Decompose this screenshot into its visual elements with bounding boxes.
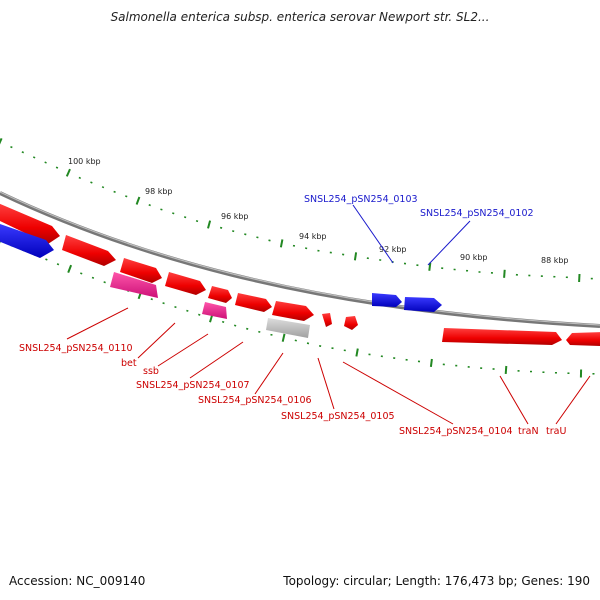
tick-label-100-kbp: 100 kbp (68, 157, 101, 166)
mobile-element-arrow[interactable] (110, 272, 158, 298)
gene-label-snsl254-psn254-0110[interactable]: SNSL254_pSN254_0110 (19, 343, 133, 354)
other-features (110, 272, 310, 338)
label-connector (342, 361, 454, 425)
pseudo-gene-arrow[interactable] (266, 318, 310, 338)
gene-label-ssb[interactable]: ssb (143, 366, 159, 377)
label-connector (254, 352, 284, 395)
ring-tick (78, 176, 82, 179)
label-connector (499, 375, 529, 425)
ring-tick (279, 239, 284, 248)
ring-tick (233, 324, 237, 327)
ring-tick (429, 358, 433, 368)
gene-label-snsl254-psn254-0102[interactable]: SNSL254_pSN254_0102 (420, 208, 534, 219)
gene-arrow-red[interactable] (235, 293, 272, 312)
ring-tick (91, 276, 95, 279)
topology-summary: Topology: circular; Length: 176,473 bp; … (282, 574, 590, 588)
gene-arrow-red[interactable] (442, 328, 562, 345)
ring-tick (90, 181, 93, 184)
gene-label-snsl254-psn254-0106[interactable]: SNSL254_pSN254_0106 (198, 395, 312, 406)
gene-arrow-blue[interactable] (404, 297, 442, 312)
gene-arrow-red[interactable] (272, 301, 314, 321)
gene-arrow-red[interactable] (566, 332, 600, 346)
ring-tick (32, 156, 36, 159)
gene-arrow-red[interactable] (322, 313, 332, 327)
label-connector (157, 333, 209, 367)
ring-tick (186, 309, 189, 312)
ring-tick (45, 258, 48, 261)
ring-tick (113, 190, 116, 193)
ring-tick (56, 263, 60, 266)
label-connector (137, 322, 176, 359)
ring-tick (101, 186, 105, 189)
ring-tick (125, 195, 128, 198)
ring-tick (172, 212, 175, 215)
label-connector (66, 307, 129, 340)
ring-tick (65, 168, 71, 177)
ring-tick (148, 204, 151, 207)
ring-tick (353, 252, 358, 261)
tick-label-90-kbp: 90 kbp (460, 253, 488, 262)
reverse-strand-genes (0, 224, 442, 312)
ring-tick (0, 137, 3, 145)
tick-label-96-kbp: 96 kbp (221, 212, 249, 221)
ring-tick (44, 161, 47, 164)
gene-arrow-red[interactable] (344, 316, 358, 330)
ring-tick (504, 365, 508, 374)
gene-label-snsl254-psn254-0104[interactable]: SNSL254_pSN254_0104 (399, 426, 513, 437)
tick-label-98-kbp: 98 kbp (145, 187, 173, 196)
label-connector (427, 220, 471, 266)
gene-arrow-red[interactable] (165, 272, 206, 295)
gene-label-bet[interactable]: bet (121, 358, 137, 369)
gene-label-tran[interactable]: traN (518, 426, 539, 437)
ring-tick (503, 269, 506, 278)
ring-tick (428, 262, 432, 271)
tick-label-92-kbp: 92 kbp (379, 245, 407, 254)
label-connector (189, 341, 244, 379)
accession-text: Accession: NC_009140 (9, 574, 145, 588)
outer-tick-ring (0, 137, 593, 283)
gene-arrow-red[interactable] (208, 286, 232, 303)
label-connector (555, 375, 591, 425)
map-title: Salmonella enterica subsp. enterica sero… (111, 10, 490, 24)
gene-label-trau[interactable]: traU (546, 426, 566, 437)
ring-tick (55, 166, 59, 169)
tick-label-94-kbp: 94 kbp (299, 232, 327, 241)
plasmid-backbone (0, 191, 600, 328)
mobile-element-arrow[interactable] (202, 302, 227, 319)
ring-tick (183, 216, 187, 219)
gene-arrow-blue[interactable] (372, 293, 402, 307)
ring-tick (21, 151, 25, 154)
ring-tick (281, 333, 286, 342)
gene-label-snsl254-psn254-0107[interactable]: SNSL254_pSN254_0107 (136, 380, 250, 391)
gene-arrow-red[interactable] (120, 258, 162, 283)
tick-label-88-kbp: 88 kbp (541, 256, 569, 265)
ring-tick (162, 302, 165, 305)
label-connector (317, 357, 335, 410)
ring-tick (174, 305, 177, 309)
gene-label-snsl254-psn254-0105[interactable]: SNSL254_pSN254_0105 (281, 411, 395, 422)
forward-strand-genes (0, 203, 600, 346)
ring-tick (10, 146, 13, 149)
ring-tick (221, 320, 225, 324)
ring-tick (150, 298, 153, 301)
ring-tick (135, 196, 141, 205)
ring-tick (80, 272, 83, 275)
ring-tick (195, 219, 199, 223)
gene-arrow-blue[interactable] (0, 224, 54, 258)
gene-label-snsl254-psn254-0103[interactable]: SNSL254_pSN254_0103 (304, 194, 418, 205)
gene-arrow-red[interactable] (62, 235, 116, 266)
ring-tick (67, 264, 73, 273)
ring-tick (198, 313, 201, 316)
ring-tick (103, 281, 106, 284)
ring-tick (207, 220, 212, 229)
ring-tick (355, 348, 359, 357)
gene-arrow-red[interactable] (0, 203, 60, 244)
label-connector (352, 204, 394, 264)
